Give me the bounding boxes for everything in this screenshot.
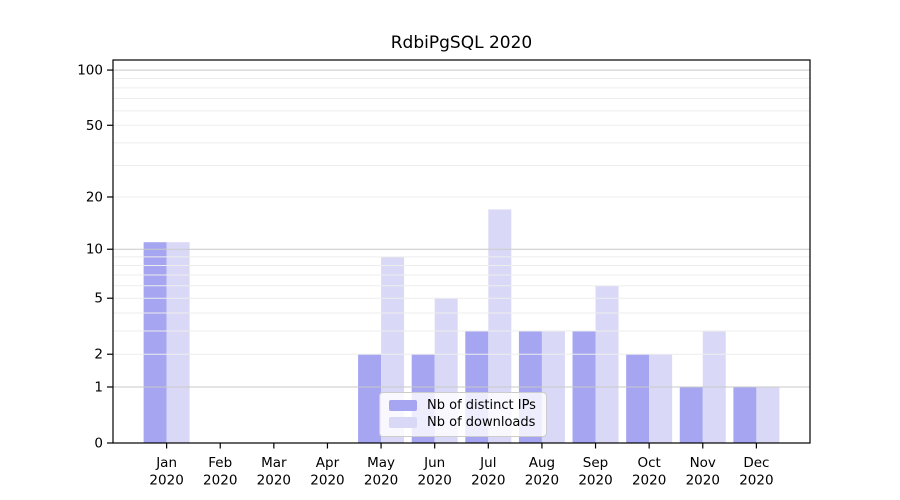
bar-distinct-ips-may <box>358 354 382 443</box>
x-tick-label-month: Jun <box>423 455 445 471</box>
legend: Nb of distinct IPs Nb of downloads <box>379 392 547 437</box>
bar-downloads-jul <box>488 209 512 443</box>
bar-downloads-dec <box>756 386 780 443</box>
x-tick-label-month: Sep <box>583 455 608 471</box>
x-tick-label-month: Aug <box>529 455 555 471</box>
x-tick-label-month: Jul <box>479 455 496 471</box>
x-tick-label-month: May <box>367 455 395 471</box>
x-tick-label-month: Nov <box>690 455 716 471</box>
bar-distinct-ips-dec <box>733 386 757 443</box>
x-tick-label-month: Mar <box>261 455 287 471</box>
bar-downloads-sep <box>595 285 619 443</box>
x-tick-label-year: 2020 <box>203 473 237 489</box>
x-tick-label-month: Feb <box>208 455 232 471</box>
legend-label-downloads: Nb of downloads <box>427 415 536 430</box>
y-tick-label: 0 <box>94 436 103 452</box>
x-tick-label-year: 2020 <box>257 473 291 489</box>
x-tick-label-year: 2020 <box>686 473 720 489</box>
y-tick-label: 100 <box>77 63 103 79</box>
bar-distinct-ips-jan <box>143 242 167 443</box>
legend-swatch-distinct-ips-icon <box>389 400 417 411</box>
x-tick-label-year: 2020 <box>310 473 344 489</box>
x-tick-label-year: 2020 <box>578 473 612 489</box>
y-tick-label: 2 <box>94 347 103 363</box>
y-tick-label: 50 <box>86 118 103 134</box>
y-tick-label: 5 <box>94 291 103 307</box>
x-tick-label-year: 2020 <box>418 473 452 489</box>
bar-downloads-jan <box>166 242 190 443</box>
plot-border <box>112 59 811 444</box>
legend-swatch-downloads-icon <box>389 417 417 428</box>
x-tick-label-month: Dec <box>743 455 769 471</box>
legend-item-downloads: Nb of downloads <box>389 416 536 429</box>
x-tick-label-year: 2020 <box>525 473 559 489</box>
legend-label-distinct-ips: Nb of distinct IPs <box>427 398 536 413</box>
bar-distinct-ips-nov <box>679 386 703 443</box>
x-tick-label-month: Apr <box>316 455 340 471</box>
x-tick-label-month: Jan <box>155 455 177 471</box>
x-tick-label-year: 2020 <box>471 473 505 489</box>
y-tick-label: 10 <box>86 242 103 258</box>
x-tick-label-year: 2020 <box>149 473 183 489</box>
bar-distinct-ips-oct <box>626 354 650 443</box>
chart-title: RdbiPgSQL 2020 <box>390 33 533 53</box>
y-tick-label: 1 <box>94 379 103 395</box>
x-tick-label-year: 2020 <box>632 473 666 489</box>
y-tick-label: 20 <box>86 189 103 205</box>
legend-item-distinct-ips: Nb of distinct IPs <box>389 399 536 412</box>
x-tick-label-year: 2020 <box>739 473 773 489</box>
x-tick-label-month: Oct <box>637 455 660 471</box>
bar-downloads-oct <box>649 354 673 443</box>
x-tick-label-year: 2020 <box>364 473 398 489</box>
